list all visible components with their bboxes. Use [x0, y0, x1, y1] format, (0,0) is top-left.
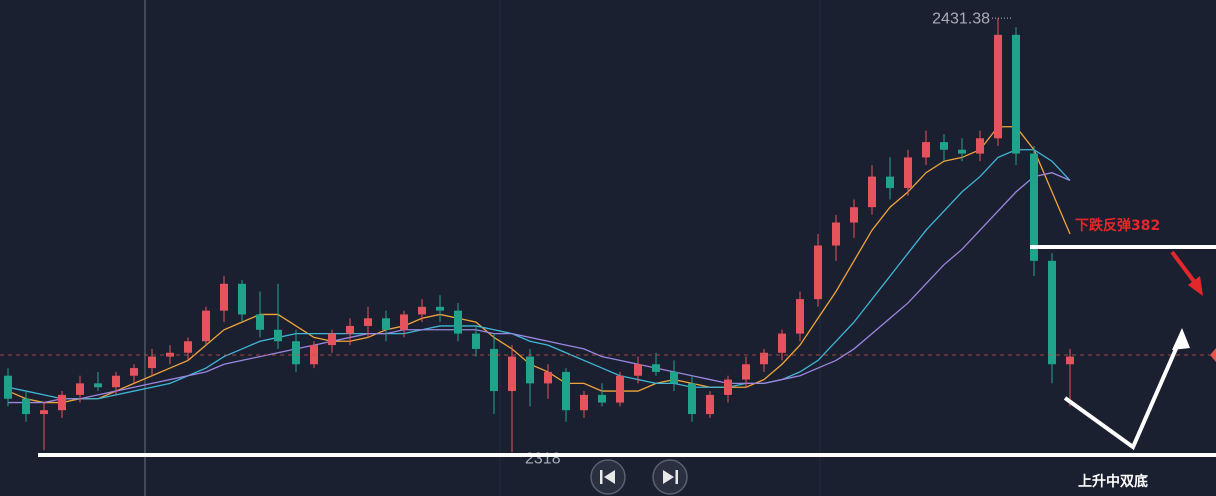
- candle-body: [58, 394, 66, 411]
- previous-button[interactable]: [590, 459, 626, 495]
- annotation-arrow: [1170, 250, 1198, 286]
- candle-body: [688, 383, 696, 415]
- candle-body: [382, 318, 390, 330]
- candle-body: [256, 314, 264, 330]
- candle-body: [562, 371, 570, 411]
- high-label: 2431.38: [932, 10, 990, 27]
- candle-body: [1012, 34, 1020, 154]
- ma-line: [8, 172, 1071, 404]
- candle-body: [886, 176, 894, 189]
- candle-body: [418, 306, 426, 315]
- candle-body: [400, 314, 408, 330]
- candle-body: [652, 364, 660, 372]
- candle-body: [1048, 260, 1056, 365]
- candle-body: [454, 310, 462, 334]
- candle-body: [76, 383, 84, 395]
- candle-body: [1066, 356, 1074, 365]
- candle-body: [4, 375, 12, 399]
- level-label: 上升中双底: [1078, 473, 1148, 490]
- candle-body: [940, 142, 948, 150]
- candle-body: [130, 368, 138, 376]
- candle-body: [832, 222, 840, 246]
- candle-body: [94, 383, 102, 388]
- candle-body: [742, 364, 750, 380]
- candle-body: [958, 149, 966, 154]
- candle-body: [292, 341, 300, 365]
- annotation-arrow: [1063, 334, 1184, 451]
- candle-body: [922, 142, 930, 158]
- candle-body: [706, 394, 714, 415]
- candle-body: [670, 371, 678, 384]
- candle-body: [346, 325, 354, 334]
- candle-body: [328, 333, 336, 346]
- candle-body: [436, 306, 444, 311]
- price-marker: [1210, 348, 1216, 362]
- candle-body: [796, 299, 804, 334]
- arrow-head: [1188, 276, 1203, 296]
- candle-body: [598, 394, 606, 403]
- candle-body: [580, 394, 588, 411]
- candle-body: [202, 310, 210, 342]
- candle-body: [508, 356, 516, 392]
- ma-line: [7, 126, 1071, 404]
- candle-body: [184, 341, 192, 353]
- candle-body: [472, 333, 480, 349]
- candle-body: [760, 352, 768, 365]
- button-icon: [663, 470, 674, 484]
- candle-body: [814, 245, 822, 300]
- candle-body: [1030, 153, 1038, 261]
- candle-body: [526, 356, 534, 384]
- candle-body: [976, 138, 984, 154]
- candle-body: [634, 364, 642, 376]
- candle-body: [904, 157, 912, 189]
- candle-body: [778, 333, 786, 353]
- next-button[interactable]: [652, 459, 688, 495]
- level-label: 下跌反弹382: [1075, 217, 1160, 234]
- candle-body: [364, 318, 372, 326]
- candle-body: [616, 375, 624, 403]
- candle-body: [220, 283, 228, 311]
- button-icon: [675, 470, 678, 484]
- candle-body: [22, 398, 30, 415]
- candle-body: [274, 329, 282, 342]
- candle-body: [850, 207, 858, 223]
- candle-body: [40, 410, 48, 415]
- candle-body: [490, 348, 498, 392]
- candle-body: [994, 34, 1002, 139]
- arrow-head: [1172, 328, 1190, 350]
- button-icon: [604, 470, 615, 484]
- button-icon: [600, 470, 603, 484]
- candle-body: [868, 176, 876, 208]
- candle-body: [544, 371, 552, 384]
- candle-body: [148, 356, 156, 369]
- candle-body: [724, 379, 732, 395]
- candle-body: [112, 375, 120, 388]
- candle-body: [238, 283, 246, 315]
